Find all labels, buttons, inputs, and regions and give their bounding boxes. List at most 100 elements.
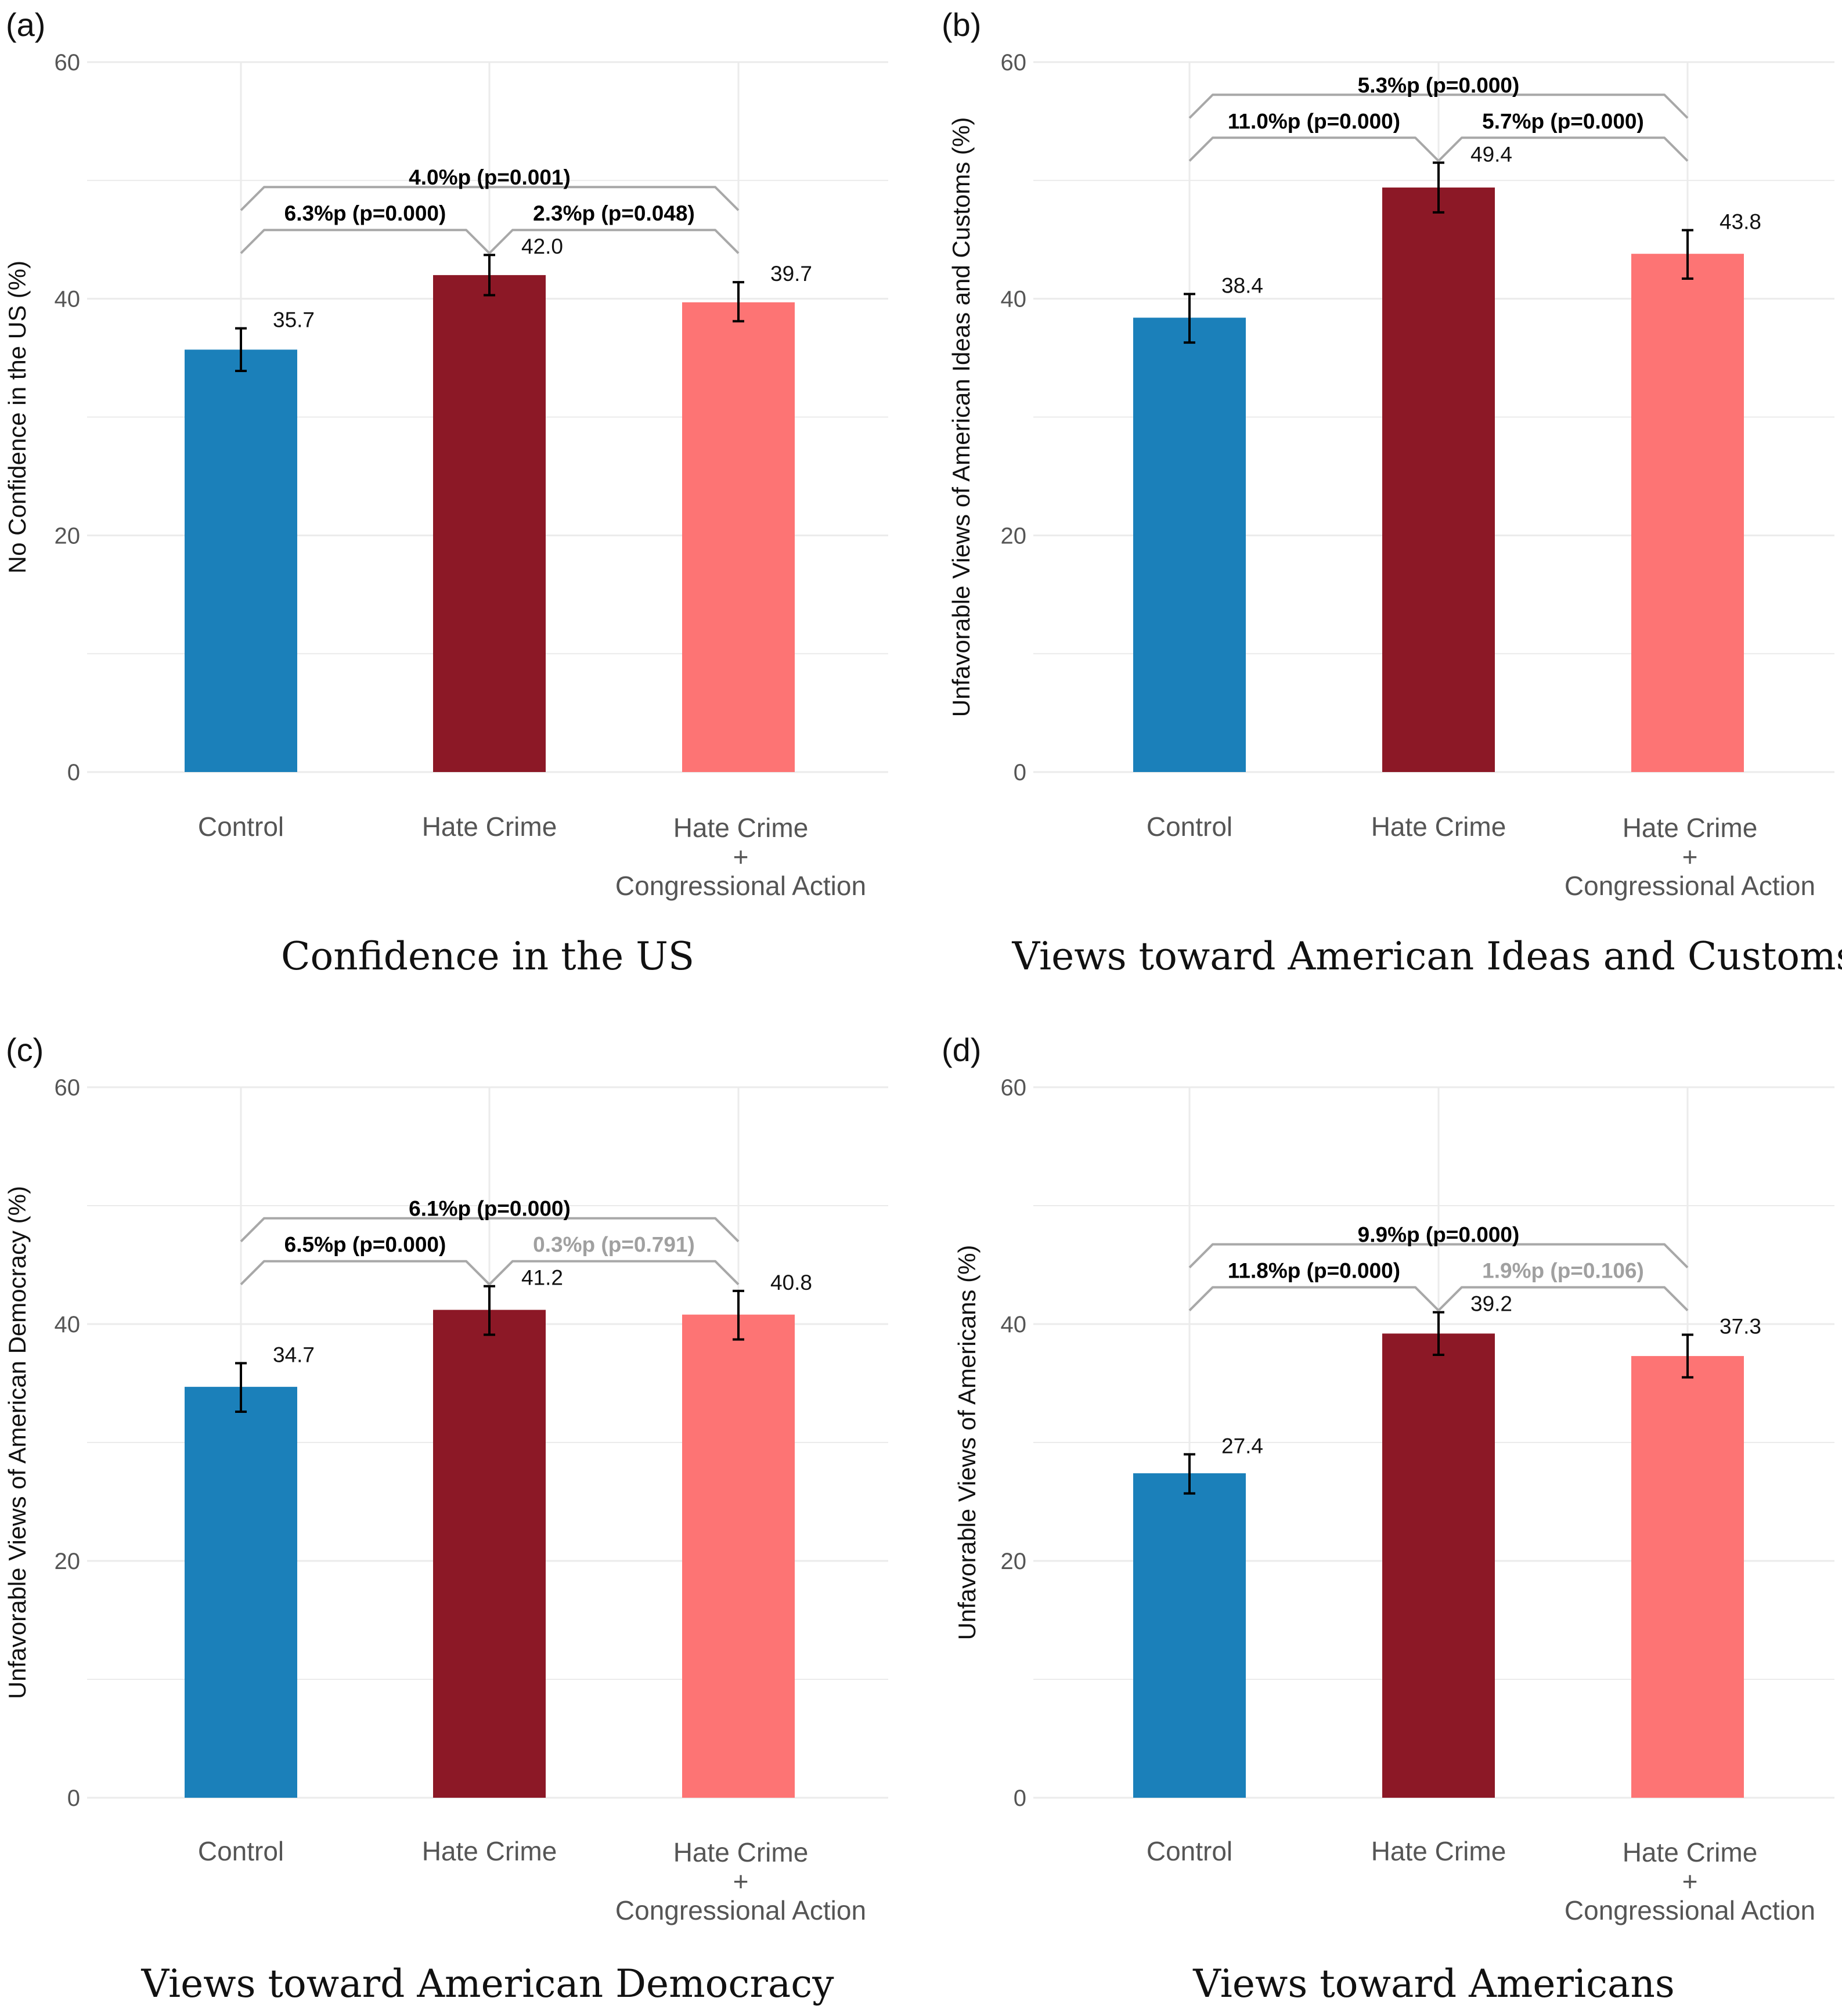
x-tick-label: Congressional Action [615,871,866,901]
y-tick-label: 0 [1014,760,1026,785]
value-label: 35.7 [273,308,315,332]
x-tick-label: + [733,1866,749,1896]
x-tick-label: Control [198,812,284,842]
comparison-bracket [488,229,740,254]
y-axis-label: No Confidence in the US (%) [3,261,31,574]
panel-tag: (a) [6,6,45,43]
bar-hate-crime-congress [1631,1356,1744,1798]
bar-hate-crime [1382,187,1495,772]
y-axis-label: Unfavorable Views of American Democracy … [3,1186,31,1699]
x-tick-label: Hate Crime [422,812,557,842]
panel-title: Confidence in the US [281,934,694,979]
y-axis-label: Unfavorable Views of American Ideas and … [947,117,975,717]
x-tick-label: Hate Crime [673,813,809,843]
value-label: 40.8 [770,1271,812,1294]
value-label: 41.2 [521,1266,563,1290]
x-tick-label: + [733,842,749,872]
comparison-label: 2.3%p (p=0.048) [533,201,695,225]
y-tick-label: 0 [67,760,80,785]
value-label: 34.7 [273,1343,315,1366]
comparison-label: 11.0%p (p=0.000) [1228,109,1400,133]
x-tick-label: Congressional Action [615,1895,866,1925]
x-tick-label: Control [1147,812,1232,842]
value-label: 37.3 [1720,1314,1761,1338]
y-tick-label: 0 [1014,1786,1026,1811]
x-tick-label: Hate Crime [1623,1837,1758,1867]
bar-control [1133,318,1246,772]
y-tick-label: 20 [1001,1549,1027,1574]
y-tick-label: 20 [55,523,81,549]
bar-hate-crime [1382,1333,1495,1798]
panel-title: Views toward Americans [1192,1961,1675,2006]
panel-title: Views toward American Ideas and Customs [1012,934,1842,979]
chart-panel-d: 0 20 40 60 27.4 39.2 37.3 9.9%p (p=0.000) 11.8%p… [942,1032,1834,2006]
bar-hate-crime-congress [682,1314,795,1798]
y-tick-label: 60 [55,50,81,75]
x-tick-label: Hate Crime [1371,812,1506,842]
value-label: 38.4 [1221,274,1263,298]
bar-control [185,1387,297,1798]
comparison-bracket [240,1217,740,1243]
value-label: 49.4 [1470,142,1512,166]
bar-hate-crime [433,275,546,772]
y-tick-label: 60 [1001,1075,1027,1101]
y-tick-label: 20 [1001,523,1027,549]
bar-control [185,349,297,772]
x-tick-label: Hate Crime [1623,813,1758,843]
comparison-label: 6.1%p (p=0.000) [409,1197,571,1221]
comparison-bracket [240,229,491,254]
x-tick-label: + [1682,842,1698,872]
x-tick-label: Hate Crime [1371,1836,1506,1866]
y-tick-label: 20 [55,1549,81,1574]
panel-tag: (d) [942,1032,981,1068]
comparison-label: 11.8%p (p=0.000) [1228,1259,1400,1283]
x-tick-label: Control [198,1836,284,1866]
y-axis-label: Unfavorable Views of Americans (%) [953,1245,981,1640]
bar-hate-crime-congress [1631,254,1744,773]
bar-hate-crime-congress [682,302,795,772]
comparison-bracket [240,186,740,211]
value-label: 27.4 [1221,1434,1263,1458]
y-tick-label: 40 [1001,1312,1027,1337]
comparison-label: 4.0%p (p=0.001) [409,165,571,189]
panel-title: Views toward American Democracy [140,1961,834,2006]
x-tick-label: Control [1147,1836,1232,1866]
y-tick-label: 40 [55,287,81,312]
value-label: 42.0 [521,235,563,258]
x-tick-label: + [1682,1866,1698,1896]
x-tick-label: Congressional Action [1565,871,1815,901]
comparison-label: 6.3%p (p=0.000) [284,201,446,225]
panel-tag: (c) [6,1032,44,1068]
x-tick-label: Hate Crime [673,1837,809,1867]
comparison-label: 5.7%p (p=0.000) [1482,109,1644,133]
bar-hate-crime [433,1310,546,1798]
x-tick-label: Hate Crime [422,1836,557,1866]
y-tick-label: 60 [55,1075,81,1101]
comparison-label: 5.3%p (p=0.000) [1358,73,1520,97]
y-tick-label: 40 [55,1312,81,1337]
comparison-bracket [1437,1286,1689,1312]
y-tick-label: 40 [1001,287,1027,312]
value-label: 39.2 [1470,1292,1512,1316]
comparison-bracket [1437,136,1689,162]
bar-control [1133,1473,1246,1798]
comparison-label: 1.9%p (p=0.106) [1482,1259,1644,1283]
chart-panel-c: 0 20 40 60 34.7 41.2 40.8 6.1%p (p=0.000) 6.5%p … [3,1032,888,2006]
chart-panel-a: 0 20 40 60 35.7 42.0 39.7 4.0%p (p=0.001) 6.3%p … [3,6,888,979]
y-tick-label: 0 [67,1786,80,1811]
value-label: 43.8 [1720,210,1761,233]
value-label: 39.7 [770,262,812,286]
y-tick-label: 60 [1001,50,1027,75]
comparison-bracket [1188,93,1689,119]
comparison-label: 6.5%p (p=0.000) [284,1233,446,1257]
comparison-label: 9.9%p (p=0.000) [1358,1223,1520,1247]
comparison-label: 0.3%p (p=0.791) [533,1233,695,1257]
comparison-bracket [240,1260,491,1286]
comparison-bracket [1188,136,1440,162]
comparison-bracket [488,1260,740,1286]
comparison-bracket [1188,1286,1440,1312]
chart-panel-b: 0 20 40 60 38.4 49.4 43.8 5.3%p (p=0.000) 11.0%p… [942,6,1842,979]
x-tick-label: Congressional Action [1565,1895,1815,1925]
panel-tag: (b) [942,6,981,43]
